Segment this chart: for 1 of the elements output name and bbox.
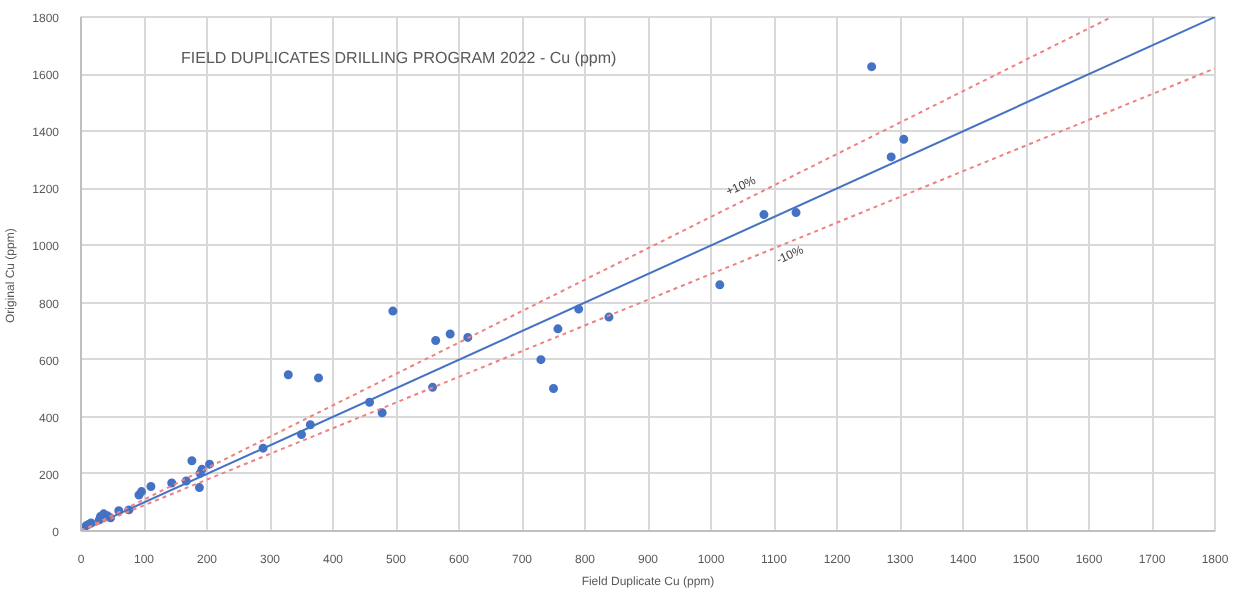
text: FIELD DUPLICATES DRILLING PROGRAM 2022 - Cu (ppm) — [181, 49, 618, 67]
